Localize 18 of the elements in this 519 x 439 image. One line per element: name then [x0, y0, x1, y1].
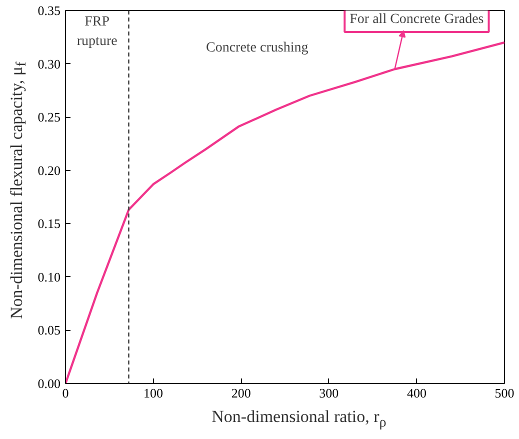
x-tick-label: 300 — [319, 386, 339, 400]
y-tick-label: 0.30 — [38, 56, 60, 72]
annotation: For all Concrete Grades — [350, 12, 484, 28]
x-tick-label: 0 — [62, 386, 69, 400]
annotation: Concrete crushing — [206, 40, 308, 56]
y-tick-label: 0.35 — [38, 3, 60, 18]
annotation: FRP rupture — [76, 14, 118, 50]
y-tick-label: 0.05 — [38, 322, 60, 338]
y-tick-label: 0.25 — [38, 110, 60, 125]
x-tick-label: 100 — [144, 386, 164, 400]
x-axis-title: Non-dimensional ratio, r$_{ρ}$ — [210, 406, 388, 432]
x-tick-label: 500 — [494, 386, 514, 400]
y-tick-label: 0.20 — [38, 162, 60, 178]
x-tick-label: 400 — [406, 386, 426, 400]
y-tick-label: 0.10 — [38, 269, 60, 284]
y-tick-label: 0.15 — [38, 216, 60, 232]
x-tick-label: 200 — [231, 386, 251, 400]
y-tick-label: 0.00 — [38, 376, 60, 391]
